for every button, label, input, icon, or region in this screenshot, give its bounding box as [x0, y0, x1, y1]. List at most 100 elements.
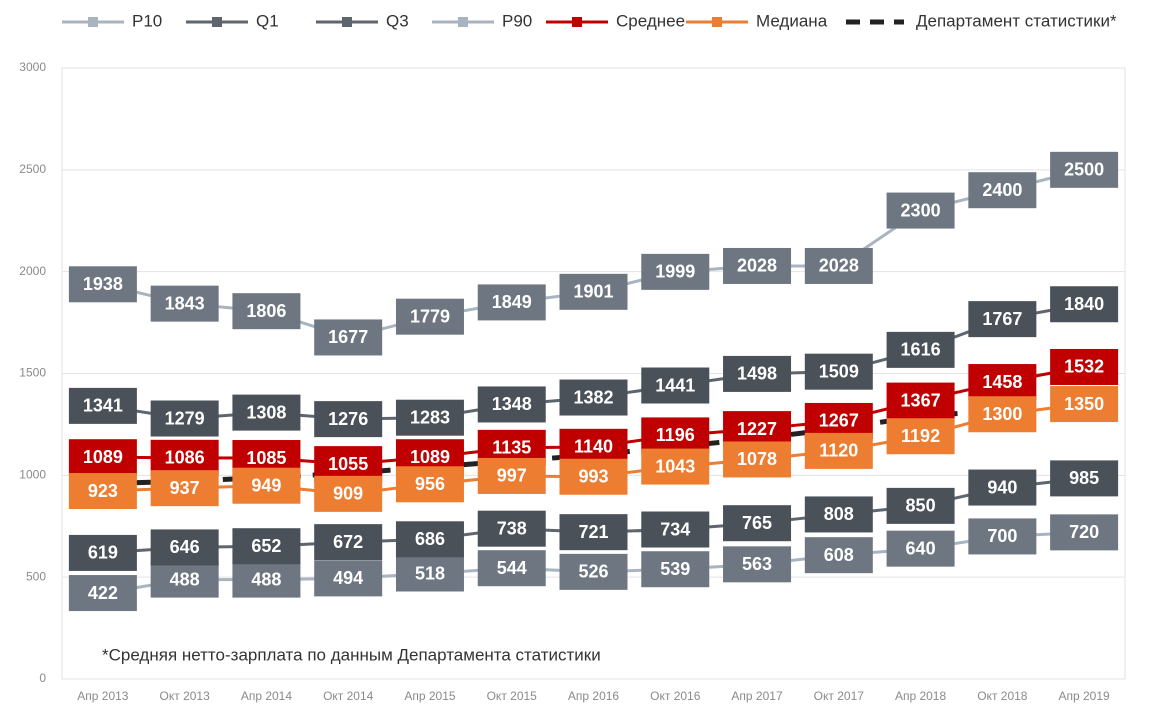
value-box — [641, 511, 710, 548]
footnote: *Средняя нетто-зарплата по данным Департ… — [102, 645, 601, 664]
value-label: 734 — [660, 519, 690, 539]
legend-marker — [458, 17, 468, 27]
value-label: 1843 — [165, 293, 205, 313]
value-label: 1348 — [492, 394, 532, 414]
value-label: 993 — [578, 467, 608, 487]
value-label: 1441 — [655, 375, 695, 395]
value-box — [641, 448, 710, 485]
value-box — [886, 331, 955, 368]
value-label: 1227 — [737, 419, 777, 439]
value-label: 1140 — [574, 437, 613, 457]
value-box — [395, 298, 464, 335]
value-box — [150, 470, 219, 507]
value-label: 1196 — [656, 425, 695, 445]
legend-marker — [572, 17, 582, 27]
value-box — [886, 192, 955, 229]
value-label: 765 — [742, 513, 772, 533]
value-box — [723, 247, 792, 284]
value-label: 2028 — [737, 256, 777, 276]
value-label: 850 — [906, 496, 936, 516]
value-box — [1050, 460, 1119, 497]
value-box — [477, 510, 546, 547]
value-box — [559, 514, 628, 551]
value-box — [395, 399, 464, 436]
value-label: 1382 — [573, 387, 613, 407]
value-label: 1300 — [982, 404, 1022, 424]
value-label: 700 — [987, 526, 1017, 546]
value-box — [641, 551, 710, 588]
x-tick-label: Окт 2014 — [323, 689, 374, 703]
x-tick-label: Апр 2015 — [404, 689, 456, 703]
value-label: 909 — [333, 484, 363, 504]
value-box — [723, 546, 792, 583]
x-tick-label: Апр 2013 — [77, 689, 129, 703]
x-tick-label: Окт 2018 — [977, 689, 1028, 703]
y-tick-label: 3000 — [19, 60, 46, 74]
y-tick-label: 1000 — [19, 468, 46, 482]
value-box — [559, 379, 628, 416]
value-label: 1767 — [982, 309, 1022, 329]
value-label: 1341 — [83, 396, 123, 416]
value-box — [804, 247, 873, 284]
value-box — [477, 550, 546, 587]
value-label: 646 — [170, 537, 200, 557]
value-label: 940 — [987, 477, 1017, 497]
value-box — [641, 417, 710, 454]
value-label: 422 — [88, 583, 118, 603]
value-box — [1050, 514, 1119, 551]
value-label: 686 — [415, 529, 445, 549]
value-box — [314, 475, 383, 512]
value-label: 923 — [88, 481, 118, 501]
value-label: 2500 — [1064, 160, 1104, 180]
legend-label: Медиана — [756, 11, 828, 30]
legend-marker — [88, 17, 98, 27]
legend-label: Q3 — [386, 11, 409, 30]
value-box — [68, 387, 137, 424]
value-box — [886, 418, 955, 455]
value-label: 721 — [578, 522, 608, 542]
value-box — [314, 401, 383, 438]
value-box — [886, 530, 955, 567]
value-label: 1849 — [492, 292, 532, 312]
labels: 422 488 488 494 518 544 526 539 563 608 640 700 720 6… — [68, 151, 1119, 612]
value-box — [723, 411, 792, 448]
x-tick-label: Апр 2014 — [241, 689, 293, 703]
value-box — [804, 353, 873, 390]
value-box — [314, 319, 383, 356]
value-label: 1043 — [655, 456, 695, 476]
value-label: 1616 — [901, 340, 941, 360]
legend-marker — [712, 17, 722, 27]
value-box — [232, 394, 301, 431]
value-label: 1085 — [246, 448, 286, 468]
value-label: 608 — [824, 545, 854, 565]
value-box — [150, 439, 219, 476]
value-label: 619 — [88, 543, 118, 563]
y-tick-label: 0 — [39, 671, 46, 685]
value-box — [968, 172, 1037, 209]
value-label: 985 — [1069, 468, 1099, 488]
legend-label: Среднее — [616, 11, 685, 30]
value-box — [968, 518, 1037, 555]
x-tick-label: Окт 2016 — [650, 689, 701, 703]
value-label: 1055 — [328, 454, 368, 474]
x-tick-label: Апр 2019 — [1059, 689, 1111, 703]
value-label: 808 — [824, 504, 854, 524]
value-box — [1050, 286, 1119, 323]
value-box — [150, 285, 219, 322]
value-label: 652 — [251, 536, 281, 556]
legend-label: P10 — [132, 11, 162, 30]
value-box — [968, 469, 1037, 506]
value-label: 720 — [1069, 522, 1099, 542]
value-label: 1458 — [982, 372, 1022, 392]
value-box — [395, 521, 464, 558]
value-label: 494 — [333, 568, 363, 588]
value-box — [1050, 348, 1119, 385]
y-tick-label: 500 — [26, 569, 46, 583]
value-box — [477, 284, 546, 321]
value-box — [1050, 386, 1119, 423]
value-label: 1367 — [901, 390, 941, 410]
value-box — [723, 441, 792, 478]
value-label: 488 — [251, 569, 281, 589]
value-box — [150, 529, 219, 566]
